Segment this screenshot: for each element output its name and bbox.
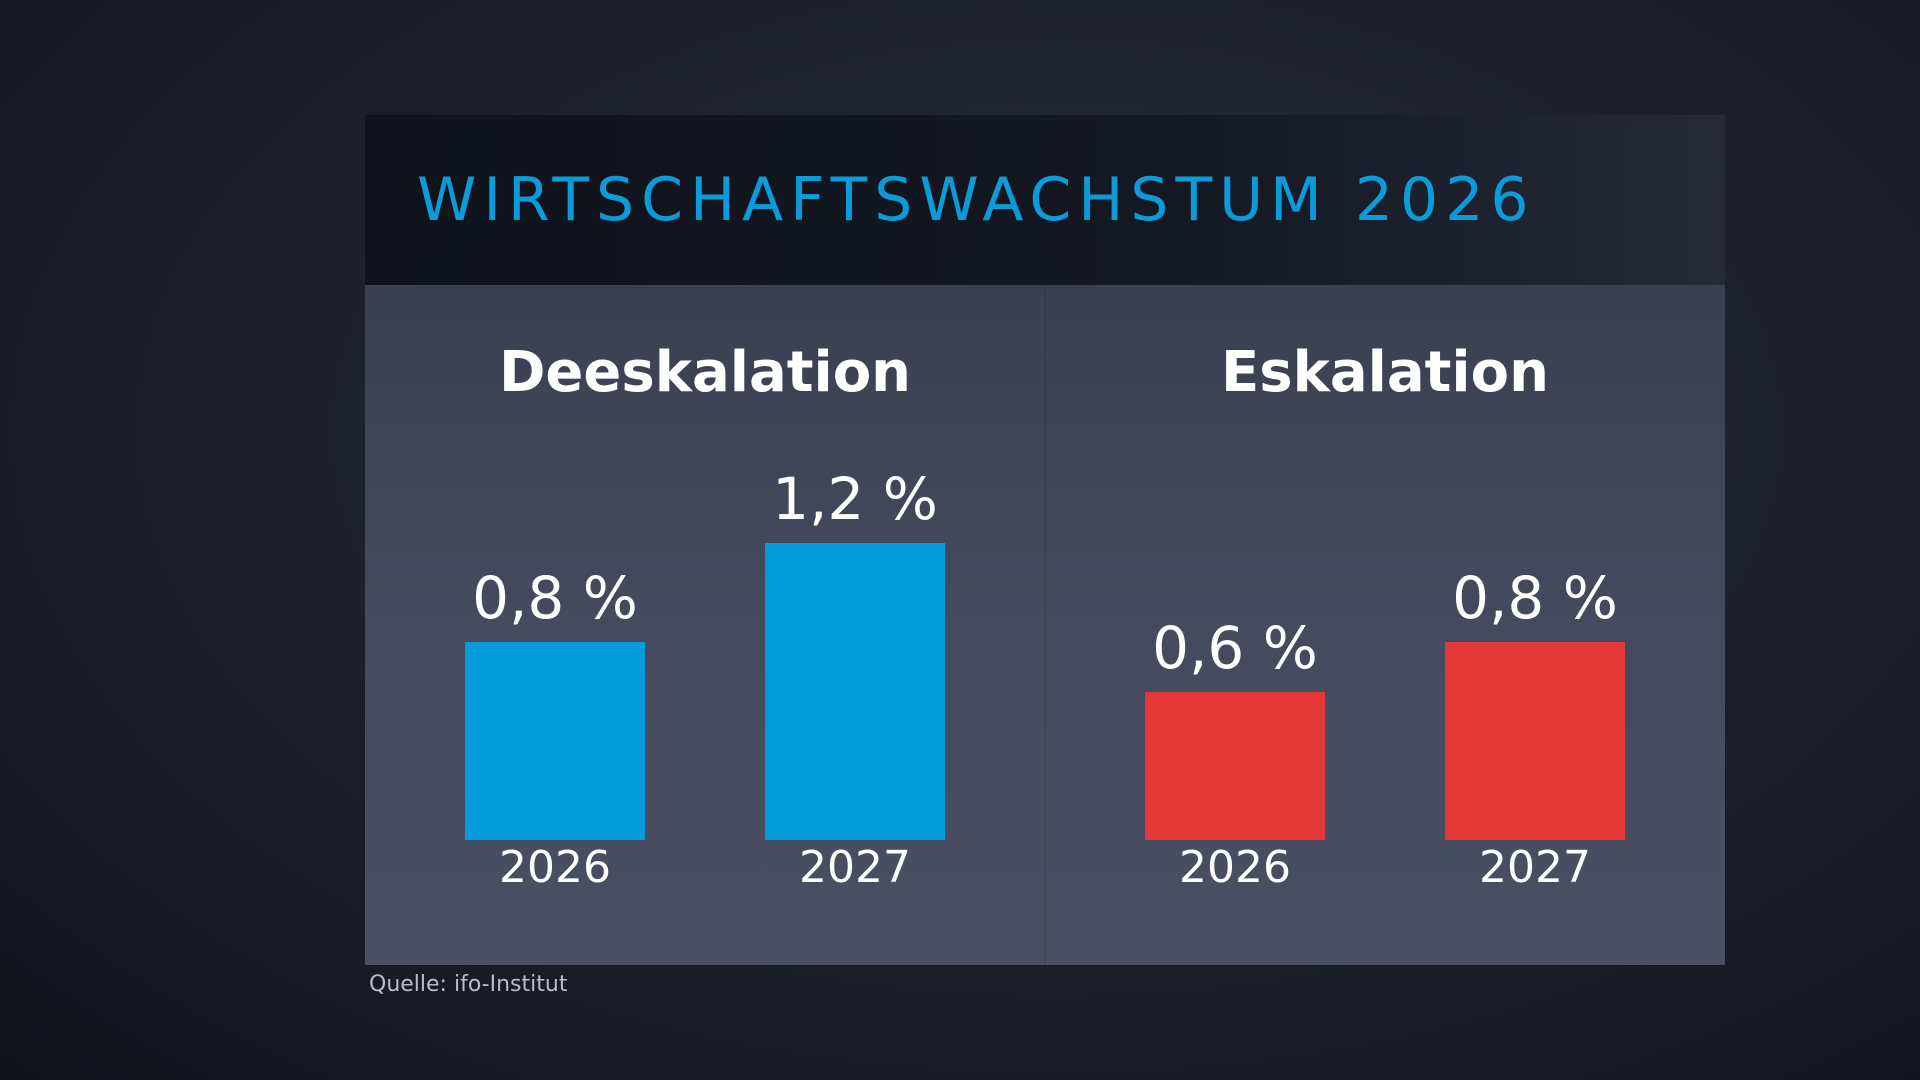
x-tick-label: 2027: [1479, 842, 1591, 893]
bar-eskalation-2027: [1445, 642, 1625, 840]
x-tick-label: 2026: [499, 842, 611, 893]
x-tick-label: 2026: [1179, 842, 1291, 893]
x-tick-label: 2027: [799, 842, 911, 893]
chart-header: WIRTSCHAFTSWACHSTUM 2026: [365, 115, 1725, 285]
value-label: 0,6 %: [1152, 613, 1318, 682]
bar-eskalation-2026: [1145, 691, 1325, 840]
value-label: 1,2 %: [772, 465, 938, 533]
chart-panel: WIRTSCHAFTSWACHSTUM 2026 Deeskalation Es…: [365, 115, 1725, 965]
source-note: Quelle: ifo-Institut: [369, 972, 568, 997]
bar-deeskalation-2026: [465, 642, 645, 840]
value-label: 0,8 %: [472, 564, 638, 632]
chart-title: WIRTSCHAFTSWACHSTUM 2026: [417, 165, 1536, 235]
value-label: 0,8 %: [1452, 564, 1618, 632]
group-divider: [1044, 285, 1046, 965]
group-title-deeskalation: Deeskalation: [498, 340, 912, 405]
bar-deeskalation-2027: [765, 543, 945, 840]
group-title-eskalation: Eskalation: [1221, 340, 1549, 405]
